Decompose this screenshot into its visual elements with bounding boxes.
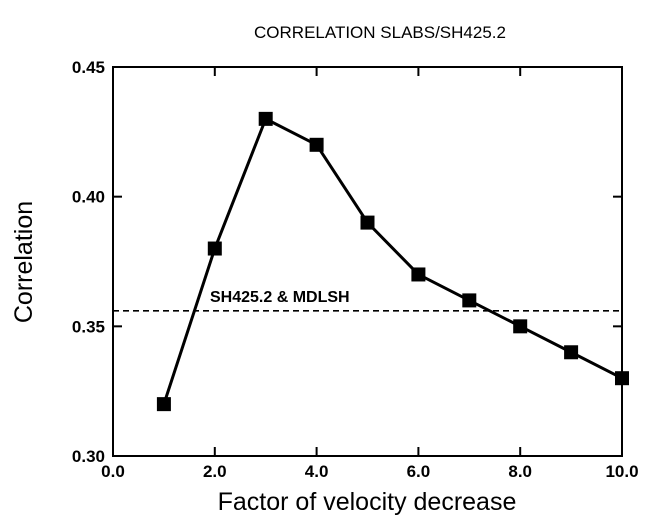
x-tick-label: 10.0 [605,462,638,481]
data-point-marker [411,267,426,282]
plot-frame [112,66,623,457]
data-point-marker [309,137,324,152]
x-tick-label: 4.0 [305,462,329,481]
x-axis-ticks: 0.0 2.0 4.0 6.0 8.0 10.0 [101,67,639,481]
y-tick-label: 0.35 [72,317,105,336]
y-tick-label: 0.45 [72,58,105,77]
y-tick-label: 0.30 [72,447,105,466]
data-point-marker [615,371,629,386]
data-point-marker [462,293,477,308]
x-tick-label: 8.0 [508,462,532,481]
data-point-marker [207,241,222,256]
y-axis-ticks: 0.30 0.35 0.40 0.45 [72,58,622,466]
x-axis-label: Factor of velocity decrease [218,488,517,515]
y-tick-label: 0.40 [72,188,105,207]
chart-title: CORRELATION SLABS/SH425.2 [254,23,506,42]
series-markers [156,111,629,412]
data-point-marker [156,397,171,412]
x-tick-label: 0.0 [101,462,125,481]
y-axis-label: Correlation [10,201,38,323]
reference-line-label: SH425.2 & MDLSH [210,289,350,306]
x-tick-label: 6.0 [407,462,431,481]
data-point-marker [564,345,579,360]
series-line [162,117,623,405]
data-point-marker [258,111,273,126]
x-tick-label: 2.0 [203,462,227,481]
data-point-marker [360,215,375,230]
data-point-marker [513,319,528,334]
